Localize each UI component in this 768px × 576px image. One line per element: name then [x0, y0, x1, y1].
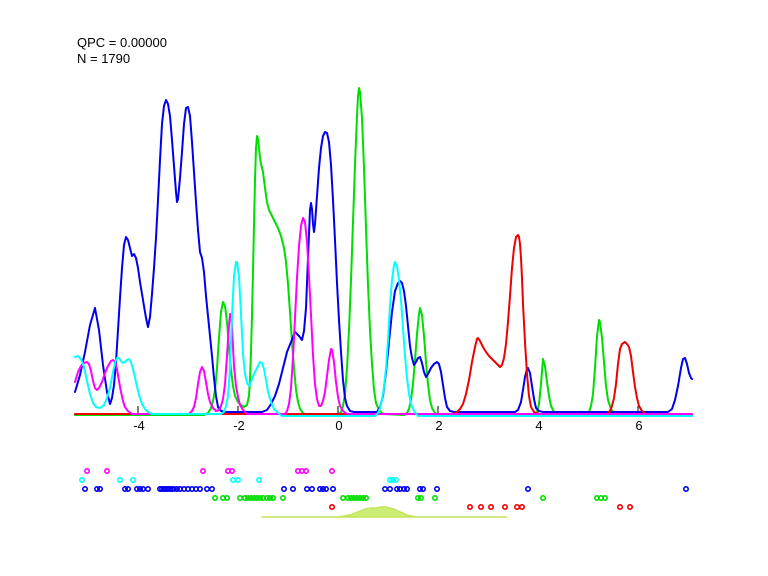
red-point: [328, 503, 335, 510]
green-point: [254, 494, 261, 501]
green-point: [353, 494, 360, 501]
blue-point: [322, 485, 329, 492]
green-point: [601, 494, 608, 501]
blue-point: [209, 485, 216, 492]
cyan-point: [389, 476, 396, 483]
x-tick-label: 6: [635, 418, 642, 433]
green-point: [269, 494, 276, 501]
blue-point: [289, 485, 296, 492]
x-tick-label: 4: [535, 418, 542, 433]
green-point: [242, 494, 249, 501]
magenta-point: [302, 467, 309, 474]
blue-point: [316, 485, 323, 492]
blue-point: [381, 485, 388, 492]
green-point: [359, 494, 366, 501]
blue-point: [145, 485, 152, 492]
green-point: [224, 494, 231, 501]
blue-point: [682, 485, 689, 492]
green-point: [539, 494, 546, 501]
cyan-point: [79, 476, 86, 483]
red-cluster-density: [74, 234, 693, 415]
green-point: [362, 494, 369, 501]
green-point: [356, 494, 363, 501]
green-point: [414, 494, 421, 501]
cyan-point: [392, 476, 399, 483]
n-count-label: N = 1790: [77, 51, 131, 66]
blue-point: [416, 485, 423, 492]
cyan-point: [386, 476, 393, 483]
green-point: [251, 494, 258, 501]
green-point: [248, 494, 255, 501]
blue-point: [125, 485, 132, 492]
x-tick-label: 0: [335, 418, 342, 433]
x-tick-label: 2: [435, 418, 442, 433]
magenta-point: [200, 467, 207, 474]
overall-density-bump: [261, 506, 508, 518]
red-point: [477, 503, 484, 510]
blue-point: [137, 485, 144, 492]
red-point: [513, 503, 520, 510]
green-point: [279, 494, 286, 501]
green-point: [417, 494, 424, 501]
green-point: [347, 494, 354, 501]
blue-point: [171, 485, 178, 492]
blue-point: [122, 485, 129, 492]
green-point: [344, 494, 351, 501]
blue-point: [204, 485, 211, 492]
red-point: [626, 503, 633, 510]
blue-cluster-density: [74, 99, 693, 413]
green-point: [237, 494, 244, 501]
green-point: [339, 494, 346, 501]
blue-point: [329, 485, 336, 492]
blue-point: [400, 485, 407, 492]
green-point: [256, 494, 263, 501]
green-point: [212, 494, 219, 501]
x-tick-label: -4: [133, 418, 145, 433]
blue-point: [308, 485, 315, 492]
magenta-point: [104, 467, 111, 474]
x-tick-label: -2: [233, 418, 245, 433]
blue-point: [197, 485, 204, 492]
magenta-point: [229, 467, 236, 474]
magenta-point: [328, 467, 335, 474]
cyan-point: [130, 476, 137, 483]
cyan-point: [235, 476, 242, 483]
blue-point: [419, 485, 426, 492]
blue-point: [403, 485, 410, 492]
blue-point: [82, 485, 89, 492]
red-point: [466, 503, 473, 510]
green-cluster-density: [74, 87, 693, 416]
blue-point: [524, 485, 531, 492]
green-point: [431, 494, 438, 501]
cyan-cluster-density: [74, 261, 693, 417]
magenta-cluster-density: [74, 217, 693, 415]
red-point: [518, 503, 525, 510]
green-point: [263, 494, 270, 501]
green-point: [245, 494, 252, 501]
blue-point: [134, 485, 141, 492]
red-point: [501, 503, 508, 510]
blue-point: [393, 485, 400, 492]
cyan-point: [255, 476, 262, 483]
magenta-point: [84, 467, 91, 474]
blue-point: [94, 485, 101, 492]
blue-point: [433, 485, 440, 492]
blue-point: [97, 485, 104, 492]
blue-point: [386, 485, 393, 492]
green-point: [350, 494, 357, 501]
blue-point: [174, 485, 181, 492]
blue-point: [303, 485, 310, 492]
blue-point: [280, 485, 287, 492]
blue-point: [319, 485, 326, 492]
red-point: [616, 503, 623, 510]
green-point: [266, 494, 273, 501]
red-point: [487, 503, 494, 510]
cyan-point: [117, 476, 124, 483]
cyan-point: [230, 476, 237, 483]
qpc-label: QPC = 0.00000: [77, 35, 167, 50]
